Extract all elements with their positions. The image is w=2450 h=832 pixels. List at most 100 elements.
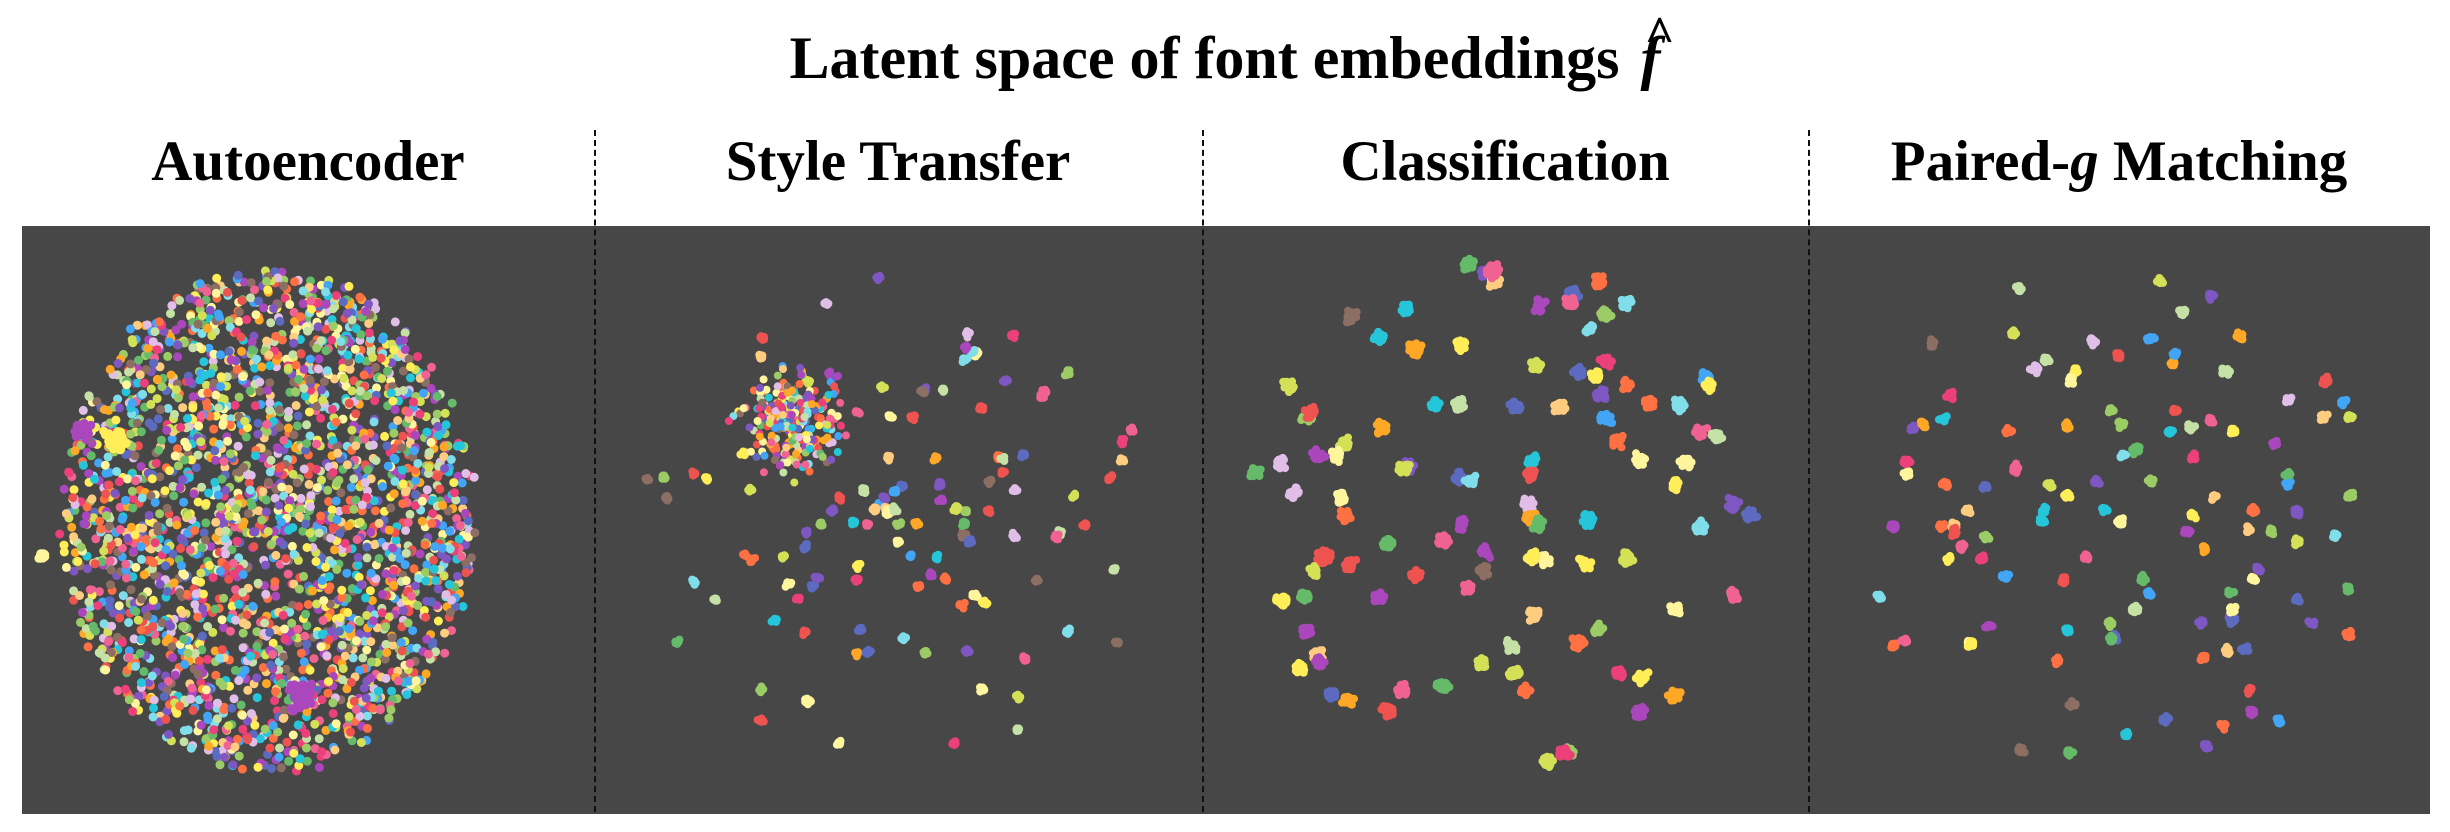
scatter-point: [270, 493, 280, 503]
scatter-point: [312, 483, 322, 493]
scatter-point: [102, 511, 111, 521]
scatter-point: [426, 437, 436, 447]
scatter-point: [443, 506, 453, 516]
scatter-point: [759, 375, 768, 384]
scatter-point: [247, 501, 257, 510]
scatter-point: [788, 386, 797, 395]
scatter-point: [166, 370, 176, 380]
scatter-point: [317, 385, 327, 395]
scatter-point: [193, 319, 203, 329]
scatter-point: [263, 285, 273, 295]
scatter-point: [762, 385, 771, 394]
scatter-point: [149, 695, 159, 705]
scatter-point: [85, 585, 95, 595]
scatter-point: [265, 627, 275, 637]
scatter-point: [258, 487, 268, 496]
scatter-point: [369, 417, 379, 427]
scatter-point: [363, 723, 372, 733]
scatter-point: [173, 444, 182, 454]
scatter-point: [261, 560, 270, 570]
scatter-point: [347, 315, 357, 325]
scatter-point: [746, 485, 755, 493]
scatter-point: [179, 497, 189, 507]
scatter-point: [323, 688, 333, 698]
scatter-point: [374, 686, 383, 696]
scatter-point: [362, 492, 372, 502]
scatter-point: [336, 488, 346, 498]
scatter-point: [1252, 469, 1261, 478]
panel-title-text: Paired-: [1890, 130, 2071, 193]
scatter-point: [257, 515, 267, 525]
scatter-point: [212, 273, 222, 283]
scatter-point: [826, 367, 835, 376]
scatter-point: [413, 352, 423, 362]
scatter-point: [642, 475, 651, 484]
scatter-point: [152, 345, 162, 355]
scatter-point: [175, 483, 185, 493]
scatter-point: [962, 506, 971, 515]
scatter-point: [985, 506, 994, 515]
scatter-point: [323, 485, 333, 495]
scatter-point: [778, 552, 787, 561]
scatter-point: [121, 573, 131, 583]
scatter-point: [163, 403, 173, 413]
scatter-point: [458, 495, 468, 505]
scatter-point: [220, 534, 230, 544]
scatter-point: [302, 621, 312, 631]
scatter-point: [242, 716, 252, 726]
scatter-point: [251, 451, 260, 461]
scatter-point: [933, 454, 942, 463]
scatter-point: [977, 686, 986, 695]
scatter-point: [318, 616, 328, 625]
scatter-point: [276, 763, 286, 773]
scatter-point: [342, 684, 352, 694]
scatter-point: [202, 287, 212, 297]
scatter-point: [1529, 499, 1538, 508]
scatter-point: [1002, 377, 1011, 386]
scatter-point: [115, 525, 125, 535]
scatter-point: [351, 409, 361, 419]
scatter-point: [104, 521, 114, 531]
scatter-point: [94, 587, 104, 597]
scatter-point: [345, 364, 355, 374]
scatter-point: [351, 495, 361, 505]
scatter-point: [252, 693, 262, 703]
scatter-point: [451, 495, 461, 505]
scatter-point: [368, 440, 378, 450]
scatter-point: [190, 648, 200, 658]
scatter-point: [426, 383, 436, 393]
scatter-point: [957, 531, 966, 539]
scatter-point: [440, 464, 450, 474]
scatter-point: [84, 469, 94, 478]
scatter-point: [316, 511, 326, 521]
scatter-point: [213, 698, 222, 708]
scatter-point: [75, 591, 84, 600]
scatter-point: [59, 484, 69, 494]
scatter-point: [387, 633, 397, 643]
scatter-point: [895, 520, 903, 529]
scatter-point: [196, 720, 206, 730]
scatter-point: [265, 743, 275, 753]
scatter-point: [359, 370, 369, 380]
scatter-point: [262, 276, 271, 286]
scatter-point: [143, 611, 153, 621]
scatter-point: [96, 524, 106, 534]
scatter-point: [447, 595, 456, 605]
scatter-point: [255, 377, 265, 387]
scatter-point: [313, 298, 323, 308]
scatter-point: [792, 460, 801, 469]
scatter-point: [361, 356, 371, 366]
scatter-point: [233, 441, 243, 451]
scatter-point: [103, 452, 113, 462]
scatter-point: [304, 407, 314, 417]
scatter-point: [116, 434, 126, 444]
scatter-point: [126, 359, 136, 369]
scatter-point: [207, 331, 217, 341]
scatter-point: [314, 762, 324, 772]
scatter-point: [326, 533, 336, 543]
scatter-point: [362, 391, 372, 401]
scatter-point: [421, 370, 431, 380]
scatter-point: [221, 549, 231, 559]
scatter-point: [372, 383, 381, 393]
scatter-point: [218, 681, 228, 691]
